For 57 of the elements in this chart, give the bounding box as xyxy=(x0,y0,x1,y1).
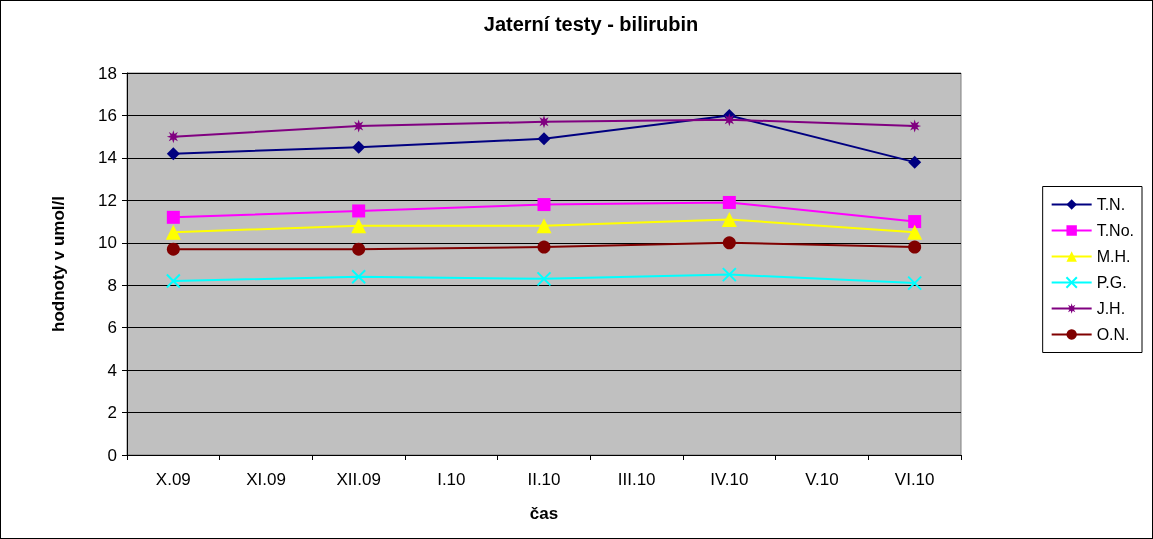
x-tick-label: IV.10 xyxy=(710,470,749,489)
y-tick-label: 8 xyxy=(107,275,117,295)
point xyxy=(166,147,180,161)
point xyxy=(536,218,552,234)
y-tick-label: 6 xyxy=(107,318,117,338)
legend-label: O.N. xyxy=(1096,326,1130,343)
x-tick-label: V.10 xyxy=(805,470,839,489)
point xyxy=(352,140,366,154)
point xyxy=(351,269,367,285)
point xyxy=(537,132,551,146)
x-axis-title: čas xyxy=(529,504,559,523)
x-tick-label: XI.09 xyxy=(246,470,286,489)
y-axis-title: hodnoty v umol/l xyxy=(49,196,68,332)
y-tick-label: 0 xyxy=(107,445,117,465)
legend-label: T.No. xyxy=(1096,222,1134,239)
legend-label: M.H. xyxy=(1096,248,1131,265)
point xyxy=(537,198,551,212)
point xyxy=(721,211,737,227)
y-tick-label: 2 xyxy=(107,403,117,423)
y-tick-label: 14 xyxy=(98,148,117,168)
point xyxy=(165,224,181,240)
point xyxy=(351,218,367,234)
x-tick-label: II.10 xyxy=(527,470,561,489)
y-tick-label: 18 xyxy=(98,63,117,83)
point xyxy=(352,119,366,133)
point xyxy=(166,130,180,144)
point xyxy=(166,210,180,224)
point xyxy=(908,240,922,254)
legend-label: P.G. xyxy=(1096,274,1127,291)
point xyxy=(908,155,922,169)
x-tick-label: X.09 xyxy=(155,470,191,489)
point xyxy=(908,119,922,133)
chart-title: Jaterní testy - bilirubin xyxy=(483,13,699,35)
point xyxy=(721,267,737,283)
point xyxy=(352,204,366,218)
point xyxy=(722,195,736,209)
y-tick-label: 10 xyxy=(98,233,117,253)
point xyxy=(166,242,180,256)
point xyxy=(722,113,736,127)
point xyxy=(537,115,551,129)
y-tick-label: 16 xyxy=(98,105,117,125)
y-tick-label: 12 xyxy=(98,190,117,210)
legend-label: J.H. xyxy=(1096,300,1126,317)
point xyxy=(352,242,366,256)
y-tick-label: 4 xyxy=(107,360,117,380)
point xyxy=(907,275,923,291)
x-tick-label: I.10 xyxy=(437,470,466,489)
point xyxy=(536,271,552,287)
point xyxy=(907,224,923,240)
x-tick-label: VI.10 xyxy=(894,470,935,489)
point xyxy=(537,240,551,254)
point xyxy=(722,236,736,250)
x-tick-label: III.10 xyxy=(617,470,656,489)
point xyxy=(165,273,181,289)
x-tick-label: XII.09 xyxy=(336,470,381,489)
legend-label: T.N. xyxy=(1096,196,1126,213)
point xyxy=(908,215,922,229)
